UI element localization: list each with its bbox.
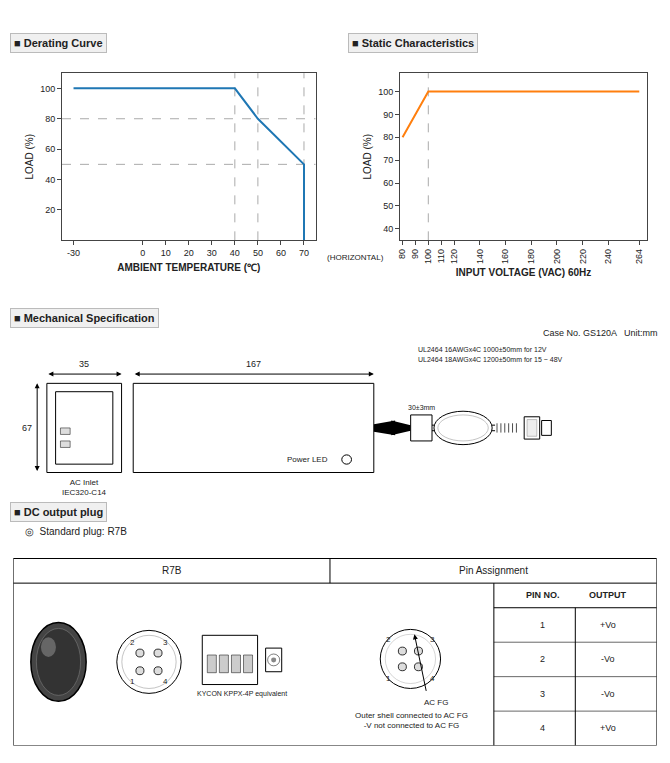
svg-text:70: 70 bbox=[299, 248, 309, 258]
svg-text:■ DC output plug: ■ DC output plug bbox=[14, 506, 103, 518]
svg-text:4: 4 bbox=[163, 677, 168, 686]
svg-text:UL2464 16AWGx4C 1000±50mm for: UL2464 16AWGx4C 1000±50mm for 12V bbox=[418, 346, 547, 353]
svg-text:1: 1 bbox=[386, 674, 391, 683]
svg-text:240: 240 bbox=[603, 249, 613, 264]
svg-text:100: 100 bbox=[423, 249, 433, 264]
svg-text:40: 40 bbox=[45, 175, 55, 185]
svg-text:-30: -30 bbox=[67, 248, 80, 258]
svg-text:-Vo: -Vo bbox=[601, 689, 615, 699]
svg-text:40: 40 bbox=[230, 248, 240, 258]
svg-text:110: 110 bbox=[436, 249, 446, 263]
svg-text:PIN NO.: PIN NO. bbox=[526, 590, 560, 600]
svg-text:30±3mm: 30±3mm bbox=[408, 404, 435, 411]
svg-text:70: 70 bbox=[383, 155, 393, 165]
svg-text:50: 50 bbox=[253, 248, 263, 258]
svg-text:120: 120 bbox=[449, 249, 459, 264]
svg-text:140: 140 bbox=[475, 249, 485, 264]
svg-text:Power LED: Power LED bbox=[287, 455, 328, 464]
svg-text:KYCON KPPX-4P equivalent: KYCON KPPX-4P equivalent bbox=[197, 690, 287, 698]
svg-text:2: 2 bbox=[386, 635, 391, 644]
svg-text:100: 100 bbox=[40, 84, 55, 94]
svg-text:50: 50 bbox=[383, 201, 393, 211]
svg-text:2: 2 bbox=[130, 638, 135, 647]
svg-text:167: 167 bbox=[246, 359, 261, 369]
svg-text:AMBIENT TEMPERATURE (℃): AMBIENT TEMPERATURE (℃) bbox=[117, 262, 260, 273]
svg-text:40: 40 bbox=[383, 224, 393, 234]
svg-text:20: 20 bbox=[184, 248, 194, 258]
svg-text:1: 1 bbox=[130, 677, 135, 686]
svg-text:◎ Standard plug: R7B: ◎ Standard plug: R7B bbox=[25, 526, 127, 537]
svg-text:60: 60 bbox=[276, 248, 286, 258]
svg-text:2: 2 bbox=[540, 654, 545, 664]
svg-text:35: 35 bbox=[79, 359, 89, 369]
svg-text:AC InletIEC320-C14: AC InletIEC320-C14 bbox=[62, 478, 107, 497]
svg-text:■ Static Characteristics: ■ Static Characteristics bbox=[352, 37, 474, 49]
svg-text:Case No. GS120A Unit:mm: Case No. GS120A Unit:mm bbox=[543, 328, 658, 338]
svg-text:1: 1 bbox=[540, 620, 545, 630]
svg-text:220: 220 bbox=[578, 249, 588, 264]
svg-text:Pin Assignment: Pin Assignment bbox=[459, 565, 528, 576]
svg-text:20: 20 bbox=[45, 205, 55, 215]
svg-text:100: 100 bbox=[378, 87, 393, 97]
svg-text:(HORIZONTAL): (HORIZONTAL) bbox=[327, 253, 384, 262]
svg-text:60: 60 bbox=[45, 144, 55, 154]
svg-text:90: 90 bbox=[383, 110, 393, 120]
svg-text:LOAD (%): LOAD (%) bbox=[24, 134, 35, 180]
svg-text:R7B: R7B bbox=[162, 565, 182, 576]
svg-text:3: 3 bbox=[540, 689, 545, 699]
svg-text:80: 80 bbox=[397, 249, 407, 259]
svg-text:Outer shell connected to AC FG: Outer shell connected to AC FG-V not con… bbox=[355, 711, 468, 730]
svg-text:200: 200 bbox=[552, 249, 562, 264]
svg-text:4: 4 bbox=[430, 674, 435, 683]
svg-text:90: 90 bbox=[410, 249, 420, 259]
svg-text:+Vo: +Vo bbox=[600, 620, 616, 630]
svg-text:264: 264 bbox=[634, 249, 644, 264]
svg-text:UL2464 18AWGx4C 1200±50mm for: UL2464 18AWGx4C 1200±50mm for 15 ~ 48V bbox=[418, 356, 563, 363]
svg-text:67: 67 bbox=[22, 423, 32, 433]
svg-text:60: 60 bbox=[383, 178, 393, 188]
svg-text:80: 80 bbox=[45, 114, 55, 124]
svg-text:4: 4 bbox=[540, 723, 545, 733]
svg-text:80: 80 bbox=[383, 132, 393, 142]
svg-text:AC FG: AC FG bbox=[424, 698, 448, 707]
svg-text:■ Derating Curve: ■ Derating Curve bbox=[14, 37, 103, 49]
svg-text:3: 3 bbox=[430, 635, 435, 644]
svg-text:180: 180 bbox=[526, 249, 536, 264]
svg-text:160: 160 bbox=[500, 249, 510, 264]
svg-text:■ Mechanical Specification: ■ Mechanical Specification bbox=[14, 312, 155, 324]
svg-text:0: 0 bbox=[140, 248, 145, 258]
svg-text:OUTPUT: OUTPUT bbox=[589, 590, 627, 600]
svg-text:INPUT VOLTAGE (VAC) 60Hz: INPUT VOLTAGE (VAC) 60Hz bbox=[456, 267, 592, 278]
svg-text:LOAD (%): LOAD (%) bbox=[362, 134, 373, 180]
svg-text:30: 30 bbox=[207, 248, 217, 258]
svg-text:10: 10 bbox=[161, 248, 171, 258]
svg-text:-Vo: -Vo bbox=[601, 654, 615, 664]
svg-text:+Vo: +Vo bbox=[600, 723, 616, 733]
svg-text:3: 3 bbox=[163, 638, 168, 647]
